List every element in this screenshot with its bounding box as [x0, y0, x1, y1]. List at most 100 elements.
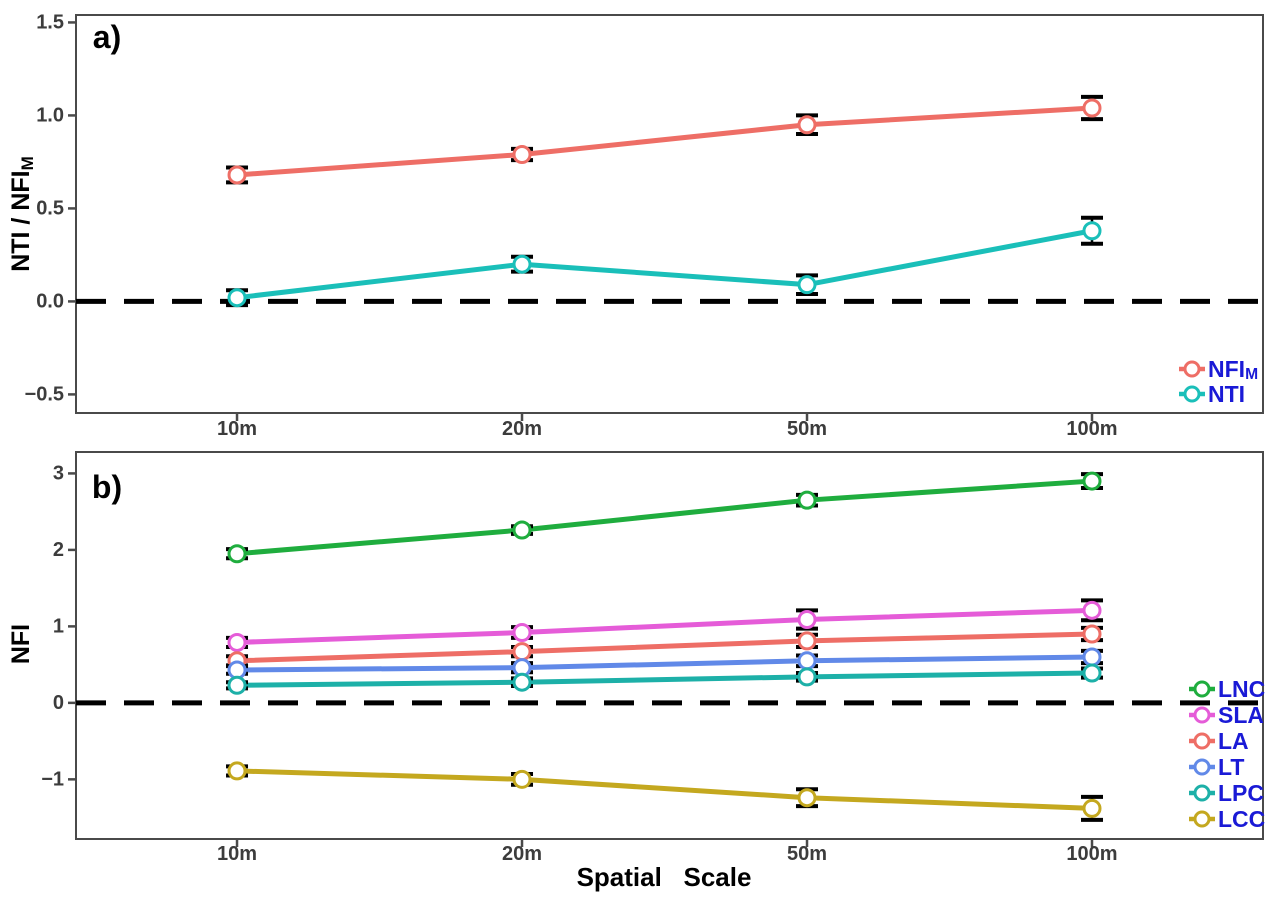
- legend-label: LA: [1218, 728, 1249, 754]
- series-LCC: [226, 761, 1104, 822]
- legend-label-text: LT: [1218, 754, 1244, 780]
- legend-item-LT: LT: [1189, 754, 1244, 780]
- data-point: [797, 788, 817, 808]
- y-axis-label-subscript: M: [18, 156, 37, 170]
- series-line: [234, 607, 1095, 645]
- data-point: [1082, 647, 1102, 667]
- series-line: [234, 105, 1095, 178]
- series-NFIM: [226, 94, 1104, 185]
- data-point: [227, 761, 247, 781]
- series-line: [234, 631, 1095, 664]
- y-axis-label: NTI / NFIM: [7, 156, 37, 272]
- legend-label-text: LNC: [1218, 676, 1265, 702]
- data-point: [797, 115, 817, 135]
- data-point: [797, 631, 817, 651]
- x-tick-label: 20m: [502, 418, 542, 440]
- y-axis-label: NFI: [7, 624, 35, 664]
- legend-label-text: LPC: [1218, 780, 1264, 806]
- x-tick-label: 10m: [217, 843, 257, 865]
- x-tick-label: 100m: [1066, 418, 1117, 440]
- data-point: [512, 672, 532, 692]
- legend-point-marker: [1183, 360, 1201, 378]
- data-point: [1082, 600, 1102, 620]
- data-point: [512, 769, 532, 789]
- panel-letter: b): [92, 469, 122, 505]
- data-point: [1082, 98, 1102, 118]
- legend-label-text: LA: [1218, 728, 1249, 754]
- data-point: [1082, 624, 1102, 644]
- legend-item-NTI: NTI: [1179, 381, 1245, 407]
- legend-item-SLA: SLA: [1189, 702, 1264, 728]
- data-point: [797, 651, 817, 671]
- data-point: [1082, 221, 1102, 241]
- data-point: [797, 609, 817, 629]
- legend-item-LCC: LCC: [1189, 806, 1265, 832]
- data-point: [797, 275, 817, 295]
- y-tick-label: 1: [53, 615, 64, 637]
- series-LPC: [226, 663, 1104, 695]
- legend-point-marker: [1193, 706, 1211, 724]
- data-point: [227, 288, 247, 308]
- series-line: [234, 228, 1095, 301]
- legend-label-text: NFI: [1208, 356, 1245, 382]
- data-point: [512, 254, 532, 274]
- y-tick-label: −1: [41, 768, 64, 790]
- y-tick-label: 0.0: [36, 290, 64, 312]
- y-tick-label: 2: [53, 539, 64, 561]
- data-point: [1082, 471, 1102, 491]
- y-tick-label: 0: [53, 692, 64, 714]
- series-line: [234, 654, 1095, 673]
- x-axis-label: Spatial Scale: [577, 862, 752, 892]
- data-point: [512, 144, 532, 164]
- legend-label-subscript: M: [1245, 366, 1258, 383]
- data-point: [512, 642, 532, 662]
- x-tick-label: 50m: [787, 843, 827, 865]
- data-point: [1082, 663, 1102, 683]
- panel-letter: a): [93, 19, 121, 55]
- data-point: [797, 667, 817, 687]
- data-point: [1082, 798, 1102, 818]
- series-SLA: [226, 598, 1104, 652]
- x-tick-label: 100m: [1066, 843, 1117, 865]
- legend-label: SLA: [1218, 702, 1264, 728]
- legend-point-marker: [1193, 784, 1211, 802]
- legend-item-LPC: LPC: [1189, 780, 1264, 806]
- y-axis-label-text: NFI: [7, 624, 35, 664]
- data-point: [227, 544, 247, 564]
- y-tick-label: 0.5: [36, 197, 64, 219]
- legend-label: NFIM: [1208, 356, 1258, 383]
- legend-item-LA: LA: [1189, 728, 1249, 754]
- x-tick-label: 20m: [502, 843, 542, 865]
- legend-point-marker: [1193, 732, 1211, 750]
- legend-label: LNC: [1218, 676, 1265, 702]
- legend-point-marker: [1193, 680, 1211, 698]
- data-point: [227, 660, 247, 680]
- legend-point-marker: [1193, 810, 1211, 828]
- legend-label-text: SLA: [1218, 702, 1264, 728]
- series-line: [234, 768, 1095, 811]
- legend-label: LT: [1218, 754, 1244, 780]
- legend-label-text: NTI: [1208, 381, 1245, 407]
- data-point: [227, 675, 247, 695]
- y-axis-label-text: NTI / NFI: [7, 170, 35, 271]
- legend-label: LCC: [1218, 806, 1265, 832]
- panel-frame: [75, 14, 1264, 414]
- legend-label: LPC: [1218, 780, 1264, 806]
- y-tick-label: 1.0: [36, 104, 64, 126]
- data-point: [227, 632, 247, 652]
- legend-point-marker: [1193, 758, 1211, 776]
- x-tick-label: 50m: [787, 418, 827, 440]
- data-point: [512, 520, 532, 540]
- data-point: [797, 490, 817, 510]
- series-LNC: [226, 471, 1104, 564]
- legend-label: NTI: [1208, 381, 1245, 407]
- x-tick-label: 10m: [217, 418, 257, 440]
- series-NTI: [226, 215, 1104, 308]
- series-line: [234, 670, 1095, 688]
- legend-item-NFIM: NFIM: [1179, 356, 1258, 383]
